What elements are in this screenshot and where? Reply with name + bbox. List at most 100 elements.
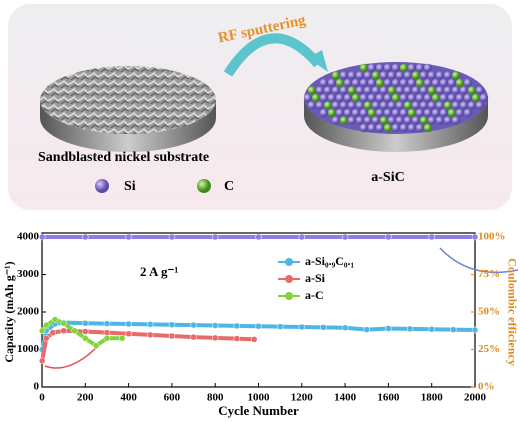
x-tick-label: 800: [207, 392, 224, 404]
atom: [339, 86, 349, 95]
data-point: [298, 323, 306, 331]
legend-label: C: [224, 179, 234, 194]
atom: [403, 86, 413, 95]
data-point: [190, 333, 197, 341]
data-point: [385, 325, 392, 332]
atom: [415, 123, 425, 133]
atom: [367, 78, 377, 88]
atom: [319, 93, 329, 103]
data-point: [211, 233, 219, 241]
schematic: RF sputtering Sandblasted nickel substra…: [8, 4, 512, 210]
atom: [395, 71, 405, 80]
y-axis-label: Capacity (mAh g⁻¹): [2, 261, 16, 362]
atom: [355, 116, 365, 125]
data-point: [51, 316, 59, 323]
data-point: [385, 233, 392, 241]
atom: [331, 101, 341, 110]
data-point: [450, 326, 457, 333]
atom: [391, 78, 401, 88]
pointer-arrow: [439, 247, 519, 274]
data-point: [341, 324, 349, 331]
data-point: [82, 335, 89, 342]
atom: [459, 86, 469, 95]
atom: [415, 93, 425, 103]
atom: [327, 108, 337, 118]
atom: [407, 63, 417, 73]
x-tick-label: 1000: [248, 392, 271, 404]
atom: [399, 78, 409, 88]
atom: [435, 71, 445, 80]
atom: [463, 78, 473, 88]
atom: [463, 108, 473, 118]
y-tick-label: 3000: [17, 268, 40, 280]
atom: [367, 93, 377, 103]
atom: [339, 116, 349, 125]
atom: [415, 63, 425, 73]
atom: [363, 86, 373, 95]
atom: [335, 108, 345, 118]
y-tick-label: 4000: [17, 231, 40, 243]
atom: [467, 86, 477, 95]
atom: [427, 86, 437, 95]
data-point: [38, 327, 46, 334]
atom: [423, 78, 433, 88]
atom: [391, 123, 401, 133]
atom: [363, 116, 373, 125]
data-point: [276, 323, 284, 330]
legend-marker: [285, 275, 293, 283]
y-tick-label: 1000: [17, 343, 40, 355]
atom: [307, 101, 317, 110]
atom: [423, 123, 433, 133]
data-point: [125, 320, 132, 328]
data-point: [82, 328, 89, 335]
atom: [399, 123, 409, 133]
atom: [419, 116, 429, 125]
atom: [431, 108, 441, 118]
atom: [435, 101, 445, 110]
data-point: [471, 233, 479, 241]
data-point: [92, 342, 100, 349]
atom: [451, 86, 461, 95]
atom: [439, 78, 449, 88]
atom: [455, 108, 465, 118]
atom: [375, 108, 385, 118]
data-point: [147, 331, 154, 339]
x-tick-label: 1600: [377, 392, 400, 404]
plot-frame: [41, 232, 476, 388]
atom: [423, 93, 433, 103]
atom: [331, 116, 341, 125]
atom: [415, 78, 425, 88]
atom: [435, 116, 445, 125]
atom: [335, 93, 345, 103]
data-point: [125, 233, 132, 241]
data-point: [320, 324, 327, 331]
legend-marker: [285, 258, 293, 266]
data-point: [168, 233, 176, 241]
atom: [411, 116, 421, 125]
y2-tick-label: 25%: [478, 343, 500, 355]
atom: [443, 86, 453, 95]
atom: [423, 108, 433, 118]
atom: [411, 71, 421, 80]
atom: [411, 101, 421, 110]
atom: [391, 93, 401, 103]
atom: [427, 71, 437, 80]
atom: [351, 78, 361, 88]
data-point: [103, 320, 111, 327]
atom: [355, 86, 365, 95]
atom: [383, 78, 393, 88]
product-disk: [303, 62, 489, 152]
substrate-disk: [40, 66, 216, 152]
atom: [335, 78, 345, 88]
atom: [387, 116, 397, 125]
atom: [391, 63, 401, 73]
atom: [439, 93, 449, 103]
atom: [359, 123, 369, 133]
atom: [327, 78, 337, 88]
atom: [427, 101, 437, 110]
data-point: [428, 326, 435, 333]
atom: [323, 101, 333, 110]
c-legend-icon: [197, 179, 211, 193]
atom: [371, 86, 381, 95]
x-tick-label: 2000: [464, 392, 487, 404]
